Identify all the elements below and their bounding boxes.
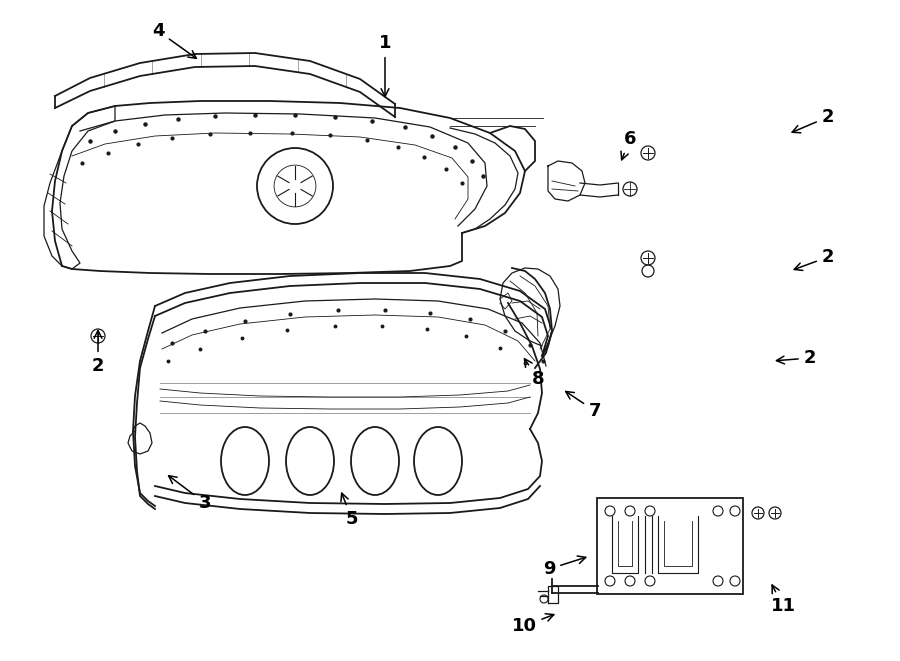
Text: 4: 4 [152, 22, 196, 58]
Text: 8: 8 [525, 359, 544, 388]
Text: 7: 7 [566, 391, 601, 420]
Text: 9: 9 [543, 556, 586, 578]
Text: 2: 2 [794, 248, 834, 270]
Text: 2: 2 [792, 108, 834, 133]
Text: 2: 2 [92, 330, 104, 375]
Text: 3: 3 [168, 476, 212, 512]
Text: 6: 6 [621, 130, 636, 160]
Text: 5: 5 [341, 493, 358, 528]
Text: 11: 11 [770, 585, 796, 615]
Text: 2: 2 [777, 349, 816, 367]
Text: 10: 10 [511, 614, 554, 635]
Text: 1: 1 [379, 34, 392, 97]
